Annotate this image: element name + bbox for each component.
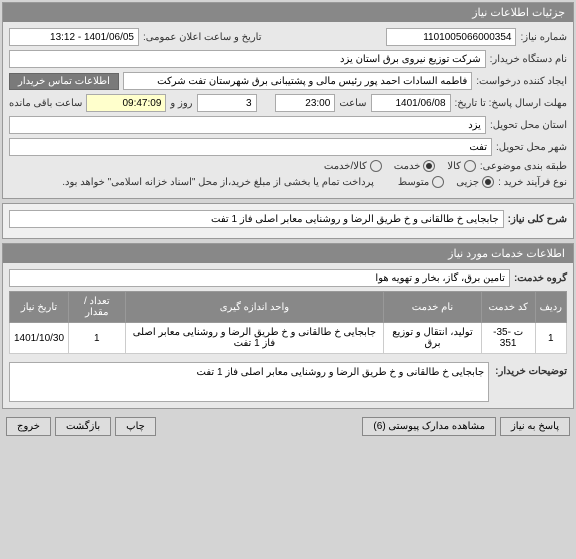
deadline-date: 1401/06/08	[371, 94, 451, 112]
radio-service[interactable]: خدمت	[394, 160, 436, 172]
summary-section: شرح کلی نیاز: جابجایی خ طالقانی و خ طریق…	[2, 203, 574, 239]
th-name: نام خدمت	[384, 292, 481, 323]
radio-both[interactable]: کالا/خدمت	[324, 160, 382, 172]
footer: پاسخ به نیاز مشاهده مدارک پیوستی (6) چاپ…	[0, 411, 576, 442]
th-unit: واحد اندازه گیری	[125, 292, 384, 323]
datetime-label: تاریخ و ساعت اعلان عمومی:	[143, 32, 262, 43]
service-group-value: تامین برق، گاز، بخار و تهویه هوا	[9, 269, 510, 287]
footer-left-group: پاسخ به نیاز مشاهده مدارک پیوستی (6)	[362, 417, 570, 436]
summary-row: شرح کلی نیاز: جابجایی خ طالقانی و خ طریق…	[9, 210, 567, 228]
contact-buyer-button[interactable]: اطلاعات تماس خریدار	[9, 73, 119, 90]
city-value: تفت	[9, 138, 492, 156]
radio-service-label: خدمت	[394, 161, 421, 172]
radio-medium-circle	[432, 176, 444, 188]
back-button[interactable]: بازگشت	[55, 417, 111, 436]
row-requester: ایجاد کننده درخواست: فاطمه السادات احمد …	[9, 72, 567, 90]
city-label: شهر محل تحویل:	[496, 142, 567, 153]
purchase-type-label: نوع فرآیند خرید :	[498, 177, 567, 188]
row-buyer-org: نام دستگاه خریدار: شرکت توزیع نیروی برق …	[9, 50, 567, 68]
need-number-label: شماره نیاز:	[520, 32, 567, 43]
th-qty: تعداد / مقدار	[69, 292, 125, 323]
footer-right-group: چاپ بازگشت خروج	[6, 417, 156, 436]
radio-minor-label: جزیی	[456, 177, 479, 188]
services-panel: اطلاعات خدمات مورد نیاز گروه خدمت: تامین…	[2, 243, 574, 409]
remaining-days: 3	[197, 94, 257, 112]
th-row: ردیف	[535, 292, 566, 323]
panel-header: جزئیات اطلاعات نیاز	[3, 3, 573, 22]
radio-minor[interactable]: جزیی	[456, 176, 494, 188]
td-code: ت -35-351	[481, 323, 535, 354]
attachments-button[interactable]: مشاهده مدارک پیوستی (6)	[362, 417, 496, 436]
td-date: 1401/10/30	[10, 323, 69, 354]
panel-title: جزئیات اطلاعات نیاز	[472, 7, 565, 19]
purchase-type-radio-group: جزیی متوسط	[398, 176, 494, 188]
service-group-label: گروه خدمت:	[514, 273, 567, 284]
row-category: طبقه بندی موضوعی: کالا خدمت کالا/خدمت	[9, 160, 567, 172]
province-value: یزد	[9, 116, 486, 134]
exit-button[interactable]: خروج	[6, 417, 51, 436]
buyer-org-label: نام دستگاه خریدار:	[490, 54, 567, 65]
print-button[interactable]: چاپ	[115, 417, 156, 436]
buyer-desc-row: توضیحات خریدار: جابجایی خ طالقانی و خ طر…	[9, 362, 567, 402]
radio-minor-circle	[482, 176, 494, 188]
summary-text: جابجایی خ طالقانی و خ طریق الرضا و روشنا…	[9, 210, 504, 228]
summary-label: شرح کلی نیاز:	[508, 214, 567, 225]
row-deadline: مهلت ارسال پاسخ: تا تاریخ: 1401/06/08 سا…	[9, 94, 567, 112]
radio-medium[interactable]: متوسط	[398, 176, 444, 188]
requester-label: ایجاد کننده درخواست:	[476, 76, 567, 87]
td-row: 1	[535, 323, 566, 354]
category-label: طبقه بندی موضوعی:	[480, 161, 567, 172]
td-qty: 1	[69, 323, 125, 354]
td-unit: جابجایی خ طالقانی و خ طریق الرضا و روشنا…	[125, 323, 384, 354]
services-header: اطلاعات خدمات مورد نیاز	[3, 244, 573, 263]
services-table: ردیف کد خدمت نام خدمت واحد اندازه گیری ت…	[9, 291, 567, 354]
radio-goods-label: کالا	[447, 161, 461, 172]
radio-service-circle	[423, 160, 435, 172]
requester-value: فاطمه السادات احمد پور رئیس مالی و پشتیب…	[123, 72, 472, 90]
panel-body: شماره نیاز: 1101005066000354 تاریخ و ساع…	[3, 22, 573, 198]
purchase-note: پرداخت تمام یا بخشی از مبلغ خرید،از محل …	[62, 177, 374, 188]
buyer-desc-text: جابجایی خ طالقانی و خ طریق الرضا و روشنا…	[9, 362, 489, 402]
radio-goods-circle	[464, 160, 476, 172]
buyer-desc-label: توضیحات خریدار:	[495, 362, 567, 377]
radio-both-circle	[370, 160, 382, 172]
radio-medium-label: متوسط	[398, 177, 429, 188]
th-code: کد خدمت	[481, 292, 535, 323]
main-panel: جزئیات اطلاعات نیاز شماره نیاز: 11010050…	[2, 2, 574, 199]
buyer-org-value: شرکت توزیع نیروی برق استان یزد	[9, 50, 486, 68]
radio-goods[interactable]: کالا	[447, 160, 476, 172]
row-need-number: شماره نیاز: 1101005066000354 تاریخ و ساع…	[9, 28, 567, 46]
row-purchase-type: نوع فرآیند خرید : جزیی متوسط پرداخت تمام…	[9, 176, 567, 188]
need-number-value: 1101005066000354	[386, 28, 516, 46]
row-province: استان محل تحویل: یزد	[9, 116, 567, 134]
table-header-row: ردیف کد خدمت نام خدمت واحد اندازه گیری ت…	[10, 292, 567, 323]
services-body: گروه خدمت: تامین برق، گاز، بخار و تهویه …	[3, 263, 573, 408]
service-group-row: گروه خدمت: تامین برق، گاز، بخار و تهویه …	[9, 269, 567, 287]
category-radio-group: کالا خدمت کالا/خدمت	[324, 160, 476, 172]
deadline-label: مهلت ارسال پاسخ: تا تاریخ:	[455, 98, 567, 109]
day-and-label: روز و	[170, 98, 192, 109]
deadline-time: 23:00	[275, 94, 335, 112]
td-name: تولید، انتقال و توزیع برق	[384, 323, 481, 354]
table-row: 1 ت -35-351 تولید، انتقال و توزیع برق جا…	[10, 323, 567, 354]
datetime-value: 1401/06/05 - 13:12	[9, 28, 139, 46]
time-label-1: ساعت	[339, 98, 366, 109]
row-city: شهر محل تحویل: تفت	[9, 138, 567, 156]
th-date: تاریخ نیاز	[10, 292, 69, 323]
respond-button[interactable]: پاسخ به نیاز	[500, 417, 570, 436]
province-label: استان محل تحویل:	[490, 120, 567, 131]
remaining-time: 09:47:09	[86, 94, 166, 112]
radio-both-label: کالا/خدمت	[324, 161, 367, 172]
remaining-label: ساعت باقی مانده	[9, 98, 82, 109]
